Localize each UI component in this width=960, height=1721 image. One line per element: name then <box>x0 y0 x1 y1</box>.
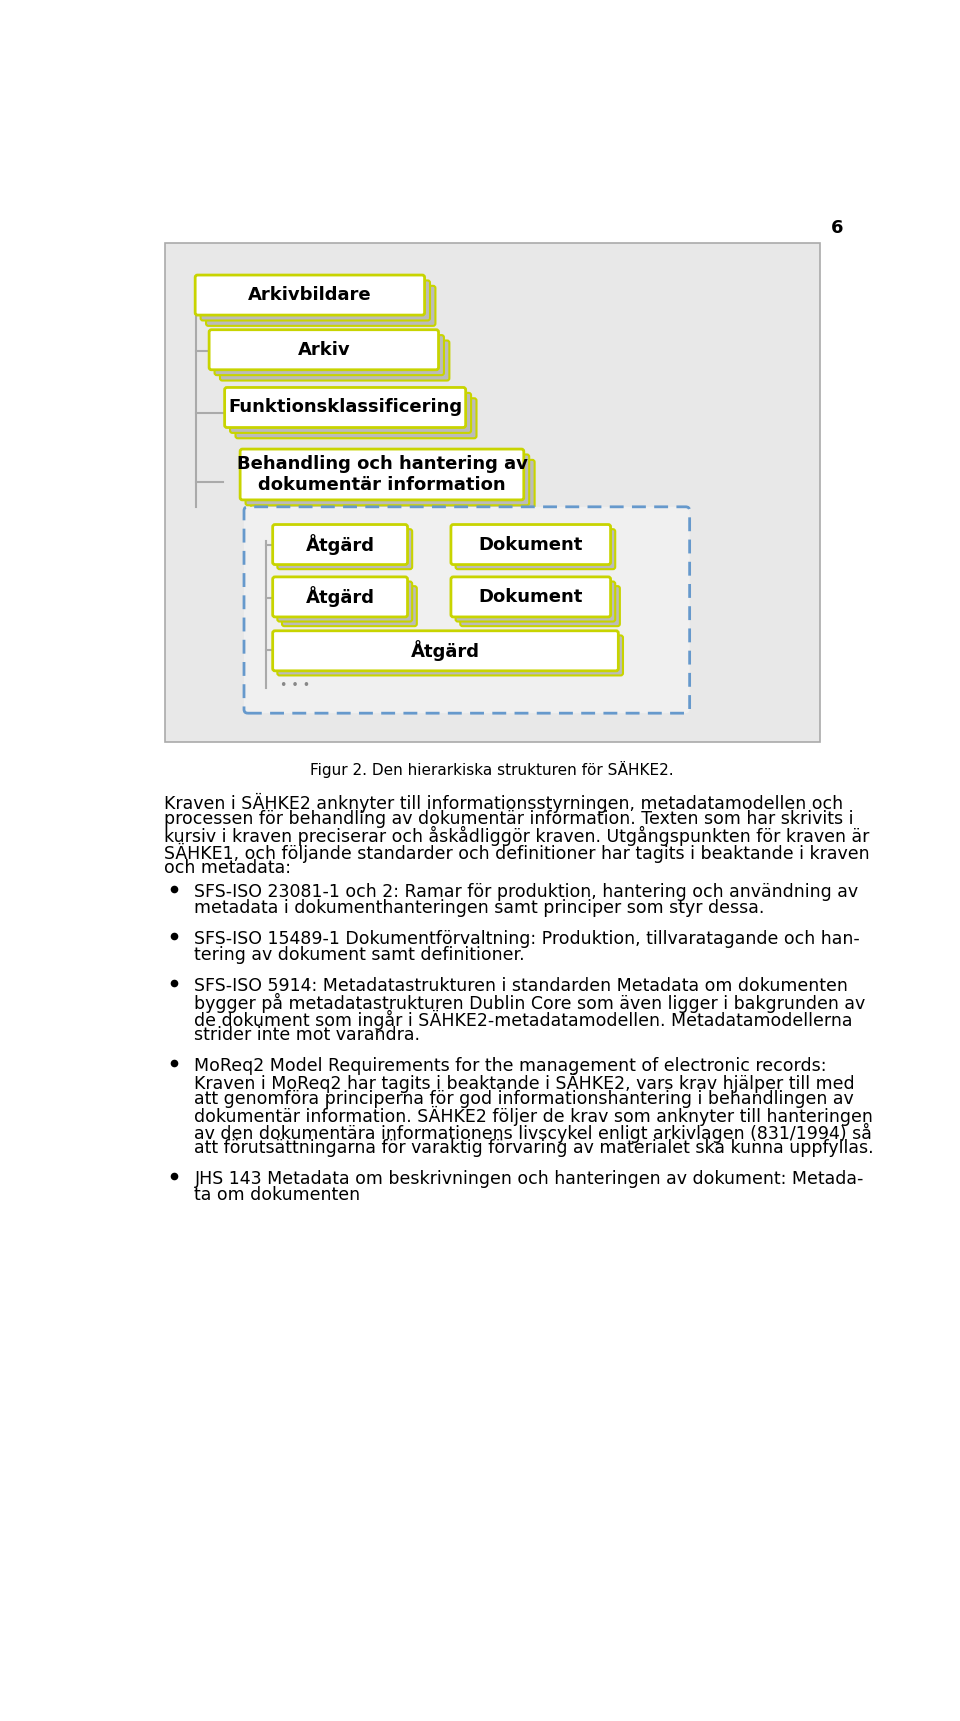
FancyBboxPatch shape <box>214 336 444 375</box>
FancyBboxPatch shape <box>273 577 408 616</box>
Text: Behandling och hantering av
dokumentär information: Behandling och hantering av dokumentär i… <box>236 454 527 494</box>
Text: kursiv i kraven preciserar och åskådliggör kraven. Utgångspunkten för kraven är: kursiv i kraven preciserar och åskådligg… <box>164 826 870 847</box>
Text: strider inte mot varandra.: strider inte mot varandra. <box>194 1026 420 1045</box>
Text: Arkiv: Arkiv <box>298 341 350 358</box>
Text: av den dokumentära informationens livscykel enligt arkivlagen (831/1994) så: av den dokumentära informationens livscy… <box>194 1122 873 1143</box>
FancyBboxPatch shape <box>451 525 611 564</box>
Text: MoReq2 Model Requirements for the management of electronic records:: MoReq2 Model Requirements for the manage… <box>194 1057 827 1074</box>
FancyBboxPatch shape <box>277 528 412 570</box>
FancyBboxPatch shape <box>244 506 689 712</box>
Text: Dokument: Dokument <box>479 535 583 554</box>
Text: de dokument som ingår i SÄHKE2-metadatamodellen. Metadatamodellerna: de dokument som ingår i SÄHKE2-metadatam… <box>194 1010 852 1029</box>
Text: SFS-ISO 15489-1 Dokumentförvaltning: Produktion, tillvaratagande och han-: SFS-ISO 15489-1 Dokumentförvaltning: Pro… <box>194 929 860 948</box>
FancyBboxPatch shape <box>456 528 615 570</box>
FancyBboxPatch shape <box>282 587 417 626</box>
Text: Kraven i MoReq2 har tagits i beaktande i SÄHKE2, vars krav hjälper till med: Kraven i MoReq2 har tagits i beaktande i… <box>194 1074 855 1093</box>
FancyBboxPatch shape <box>251 460 535 511</box>
FancyBboxPatch shape <box>273 632 618 671</box>
Text: Åtgärd: Åtgärd <box>305 587 374 608</box>
Text: dokumentär information. SÄHKE2 följer de krav som anknyter till hanteringen: dokumentär information. SÄHKE2 följer de… <box>194 1107 874 1126</box>
FancyBboxPatch shape <box>220 341 449 380</box>
Text: Funktionsklassificering: Funktionsklassificering <box>228 399 462 416</box>
FancyBboxPatch shape <box>230 392 471 434</box>
Text: metadata i dokumenthanteringen samt principer som styr dessa.: metadata i dokumenthanteringen samt prin… <box>194 898 765 917</box>
Text: Dokument: Dokument <box>479 589 583 606</box>
Text: Figur 2. Den hierarkiska strukturen för SÄHKE2.: Figur 2. Den hierarkiska strukturen för … <box>310 761 674 778</box>
Text: SÄHKE1, och följande standarder och definitioner har tagits i beaktande i kraven: SÄHKE1, och följande standarder och defi… <box>164 843 870 862</box>
FancyBboxPatch shape <box>246 454 529 506</box>
Text: Kraven i SÄHKE2 anknyter till informationsstyrningen, metadatamodellen och: Kraven i SÄHKE2 anknyter till informatio… <box>164 793 843 814</box>
Text: processen för behandling av dokumentär information. Texten som har skrivits i: processen för behandling av dokumentär i… <box>164 811 853 828</box>
FancyBboxPatch shape <box>277 582 412 621</box>
Text: • • •: • • • <box>280 680 310 692</box>
Text: SFS-ISO 5914: Metadatastrukturen i standarden Metadata om dokumenten: SFS-ISO 5914: Metadatastrukturen i stand… <box>194 976 849 995</box>
Text: bygger på metadatastrukturen Dublin Core som även ligger i bakgrunden av: bygger på metadatastrukturen Dublin Core… <box>194 993 866 1014</box>
Text: 6: 6 <box>830 219 843 237</box>
FancyBboxPatch shape <box>165 243 820 742</box>
FancyBboxPatch shape <box>209 330 439 370</box>
FancyBboxPatch shape <box>451 577 611 616</box>
Text: att förutsättningarna för varaktig förvaring av materialet ska kunna uppfyllas.: att förutsättningarna för varaktig förva… <box>194 1139 874 1158</box>
FancyBboxPatch shape <box>240 449 524 499</box>
FancyBboxPatch shape <box>201 281 430 320</box>
FancyBboxPatch shape <box>235 398 476 439</box>
FancyBboxPatch shape <box>456 582 615 621</box>
FancyBboxPatch shape <box>460 587 620 626</box>
Text: ta om dokumenten: ta om dokumenten <box>194 1186 361 1205</box>
Text: SFS-ISO 23081-1 och 2: Ramar för produktion, hantering och användning av: SFS-ISO 23081-1 och 2: Ramar för produkt… <box>194 883 858 900</box>
FancyBboxPatch shape <box>225 387 466 427</box>
Text: och metadata:: och metadata: <box>164 859 291 878</box>
Text: att genomföra principerna för god informationshantering i behandlingen av: att genomföra principerna för god inform… <box>194 1089 854 1108</box>
FancyBboxPatch shape <box>195 275 424 315</box>
Text: Arkivbildare: Arkivbildare <box>248 286 372 305</box>
Text: Åtgärd: Åtgärd <box>305 534 374 556</box>
FancyBboxPatch shape <box>277 635 623 675</box>
FancyBboxPatch shape <box>206 286 436 325</box>
FancyBboxPatch shape <box>273 525 408 564</box>
Text: JHS 143 Metadata om beskrivningen och hanteringen av dokument: Metada-: JHS 143 Metadata om beskrivningen och ha… <box>194 1170 864 1187</box>
Text: tering av dokument samt definitioner.: tering av dokument samt definitioner. <box>194 947 525 964</box>
Text: Åtgärd: Åtgärd <box>411 640 480 661</box>
